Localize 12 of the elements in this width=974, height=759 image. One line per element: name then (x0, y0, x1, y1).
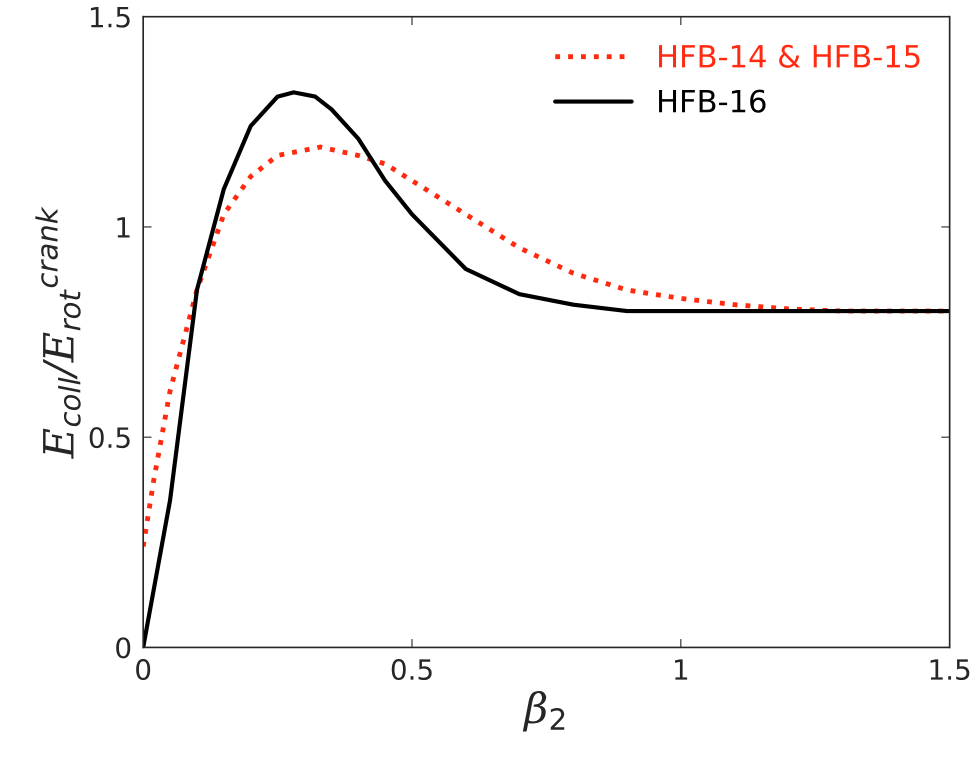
legend-label: HFB-14 & HFB-15 (659, 44, 920, 68)
y-tick-label: 0 (116, 637, 130, 658)
y-tick-label: 1.5 (90, 7, 130, 28)
legend-label: HFB-16 (659, 90, 766, 113)
x-axis-title: β$_{2}$ (522, 690, 564, 732)
x-tick-label: 0 (136, 659, 150, 680)
y-axis-title: E$_{coll}$/E$_{rot}$$^{crank}$ (35, 206, 81, 459)
y-tick-label: 1 (117, 217, 130, 238)
x-tick-label: 1 (675, 659, 688, 680)
x-tick-label: 1.5 (930, 659, 970, 680)
y-tick-label: 0.5 (90, 427, 130, 448)
x-tick-label: 0.5 (392, 659, 432, 680)
